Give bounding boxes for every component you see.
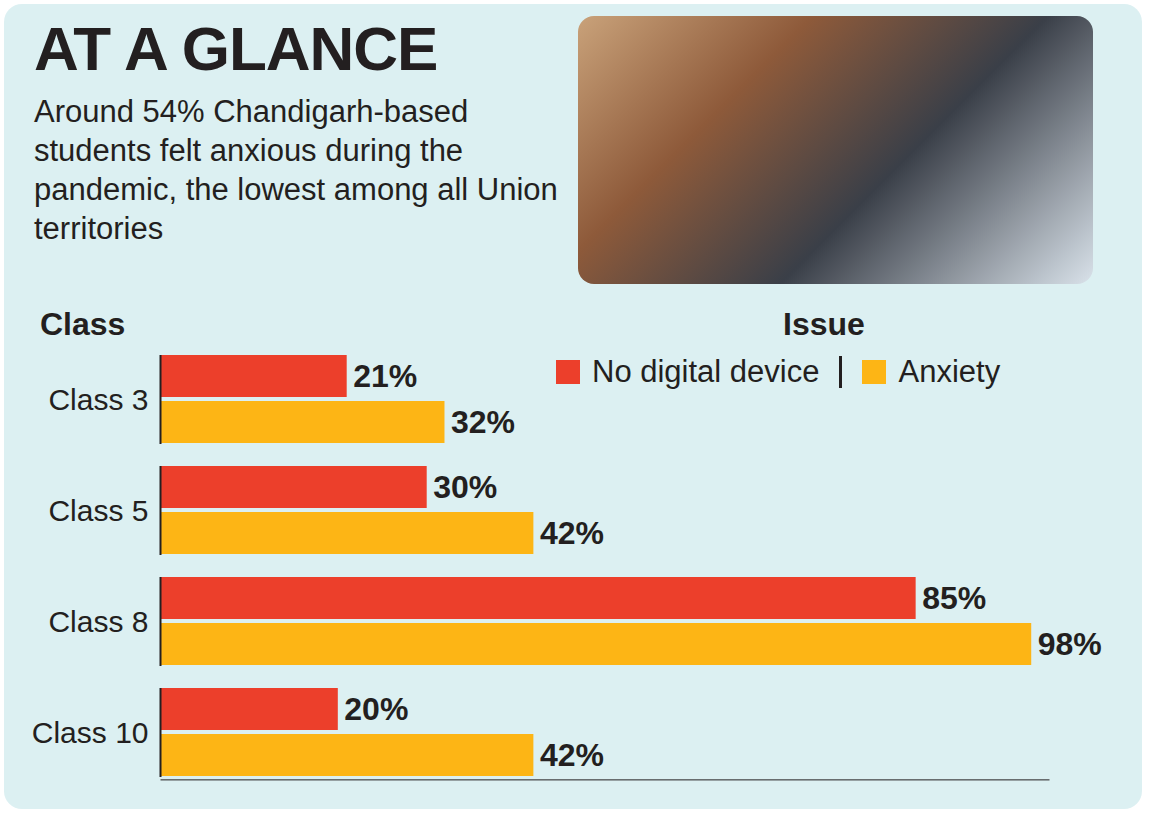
svg-text:42%: 42% bbox=[540, 515, 604, 551]
svg-text:Class 10: Class 10 bbox=[32, 716, 149, 749]
svg-text:Class 8: Class 8 bbox=[48, 605, 148, 638]
html-text:Class: Class bbox=[40, 306, 126, 342]
svg-text:Class 5: Class 5 bbox=[48, 494, 148, 527]
svg-text:42%: 42% bbox=[540, 737, 604, 773]
svg-text:98%: 98% bbox=[1038, 626, 1102, 662]
html-text:No digital device: No digital device bbox=[592, 354, 820, 389]
html-text:Anxiety: Anxiety bbox=[898, 354, 1001, 389]
svg-text:85%: 85% bbox=[922, 580, 986, 616]
svg-text:Class 3: Class 3 bbox=[48, 383, 148, 416]
svg-text:30%: 30% bbox=[433, 469, 497, 505]
svg-text:21%: 21% bbox=[353, 358, 417, 394]
svg-text:20%: 20% bbox=[344, 691, 408, 727]
html-text:Around 54% Chandigarh-based st: Around 54% Chandigarh-based students fel… bbox=[34, 94, 558, 246]
html-text:AT A GLANCE: AT A GLANCE bbox=[34, 14, 438, 83]
html-text:Issue: Issue bbox=[783, 306, 865, 342]
svg-text:32%: 32% bbox=[451, 404, 515, 440]
